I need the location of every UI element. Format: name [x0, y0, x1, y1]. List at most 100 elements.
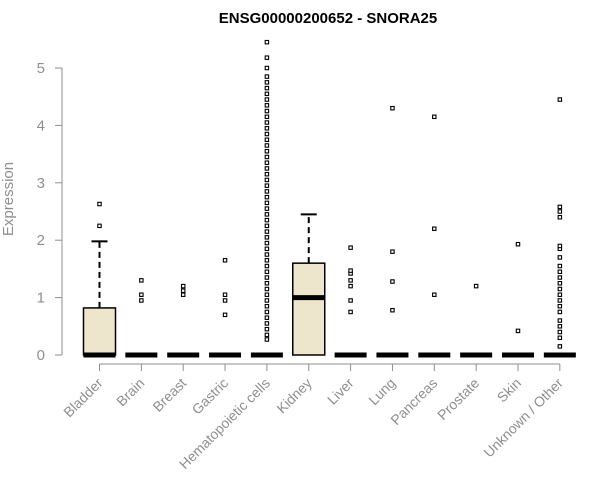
outlier-point — [557, 269, 563, 275]
outlier-point — [264, 206, 270, 211]
outlier-point — [557, 280, 563, 286]
x-tick-label: Brain — [113, 375, 147, 409]
x-tick-label: Skin — [494, 375, 525, 406]
outlier-point — [264, 309, 270, 315]
outlier-point — [264, 263, 270, 269]
y-tick-label: 4 — [37, 117, 45, 134]
chart-title: ENSG00000200652 - SNORA25 — [219, 10, 437, 27]
box-group-bladder — [82, 201, 117, 358]
outlier-point — [348, 298, 353, 303]
outlier-point — [180, 288, 186, 293]
outlier-point — [180, 283, 186, 289]
y-axis: 0 1 2 3 4 5 — [37, 60, 63, 364]
outlier-point — [515, 328, 521, 334]
outlier-point — [264, 148, 270, 154]
outlier-point — [264, 120, 270, 125]
outlier-point — [264, 194, 270, 200]
outlier-point — [557, 303, 563, 309]
outlier-point — [390, 279, 395, 284]
outlier-point — [557, 324, 563, 329]
outlier-point — [264, 235, 270, 240]
x-tick-label: Prostate — [434, 375, 482, 423]
x-tick-label: Bladder — [60, 375, 106, 421]
outlier-point — [264, 337, 270, 342]
outlier-point — [390, 307, 395, 313]
outlier-point — [557, 243, 563, 249]
outlier-point — [557, 292, 563, 297]
outlier-point — [557, 318, 563, 323]
outlier-point — [264, 303, 270, 309]
x-tick-label: Breast — [149, 375, 189, 415]
x-tick-label: Liver — [324, 375, 357, 408]
outlier-point — [264, 321, 270, 326]
box-group-gastric — [209, 258, 242, 358]
outlier-point — [557, 309, 563, 315]
outlier-point — [557, 97, 563, 102]
outlier-point — [264, 126, 270, 131]
outlier-point — [264, 332, 270, 338]
outlier-point — [557, 335, 563, 341]
outlier-point — [264, 246, 270, 252]
outlier-point — [139, 298, 144, 303]
outlier-point — [264, 189, 270, 194]
outlier-point — [264, 298, 270, 303]
outlier-point — [264, 80, 270, 85]
outlier-point — [264, 229, 270, 234]
outlier-point — [557, 344, 563, 349]
outlier-point — [264, 137, 270, 143]
outlier-point — [139, 292, 144, 297]
outlier-point — [264, 275, 270, 280]
outlier-point — [515, 241, 521, 247]
outlier-point — [264, 65, 270, 71]
box-group-unknown-other — [543, 97, 576, 358]
outlier-point — [264, 154, 270, 160]
box-group-lung — [376, 105, 409, 358]
box-body — [82, 307, 117, 356]
box-group-hematopoietic-cells — [250, 39, 283, 358]
box-group-skin — [502, 241, 534, 358]
outlier-point — [264, 326, 270, 332]
outlier-point — [264, 55, 270, 60]
outlier-point — [390, 249, 395, 254]
box-group-prostate — [460, 283, 493, 358]
x-tick-label: Lung — [365, 375, 398, 408]
outlier-point — [264, 252, 270, 257]
box-body — [292, 262, 326, 356]
outlier-point — [264, 269, 270, 275]
y-tick-label: 3 — [37, 175, 45, 192]
box-series — [82, 39, 576, 358]
outlier-point — [557, 204, 563, 210]
outlier-point — [264, 183, 270, 188]
x-tick-label: Pancreas — [387, 375, 440, 428]
box-group-kidney — [292, 213, 326, 356]
outlier-point — [264, 171, 270, 177]
outlier-point — [264, 223, 270, 229]
outlier-point — [348, 309, 353, 315]
outlier-point — [264, 131, 270, 137]
outlier-point — [222, 312, 228, 318]
outlier-point — [264, 240, 270, 246]
x-tick-label: Kidney — [273, 375, 315, 417]
outlier-point — [222, 258, 228, 263]
outlier-point — [557, 329, 563, 335]
outlier-point — [348, 268, 353, 273]
outlier-point — [557, 275, 563, 280]
outlier-point — [264, 258, 270, 263]
outlier-point — [473, 283, 479, 289]
outlier-point — [264, 97, 270, 102]
y-axis-label: Expression — [0, 162, 17, 236]
x-tick-label: Unknown / Other — [480, 375, 566, 461]
outlier-point — [264, 286, 270, 292]
outlier-point — [390, 105, 395, 111]
box-group-liver — [334, 245, 367, 358]
y-tick-label: 2 — [37, 232, 45, 249]
outlier-point — [264, 177, 270, 183]
outlier-point — [264, 160, 270, 165]
outlier-point — [264, 315, 270, 320]
outlier-point — [557, 286, 563, 292]
outlier-point — [139, 278, 144, 283]
outlier-point — [557, 214, 563, 220]
y-tick-label: 1 — [37, 290, 45, 307]
outlier-point — [264, 212, 270, 217]
y-tick-label: 0 — [37, 347, 45, 364]
